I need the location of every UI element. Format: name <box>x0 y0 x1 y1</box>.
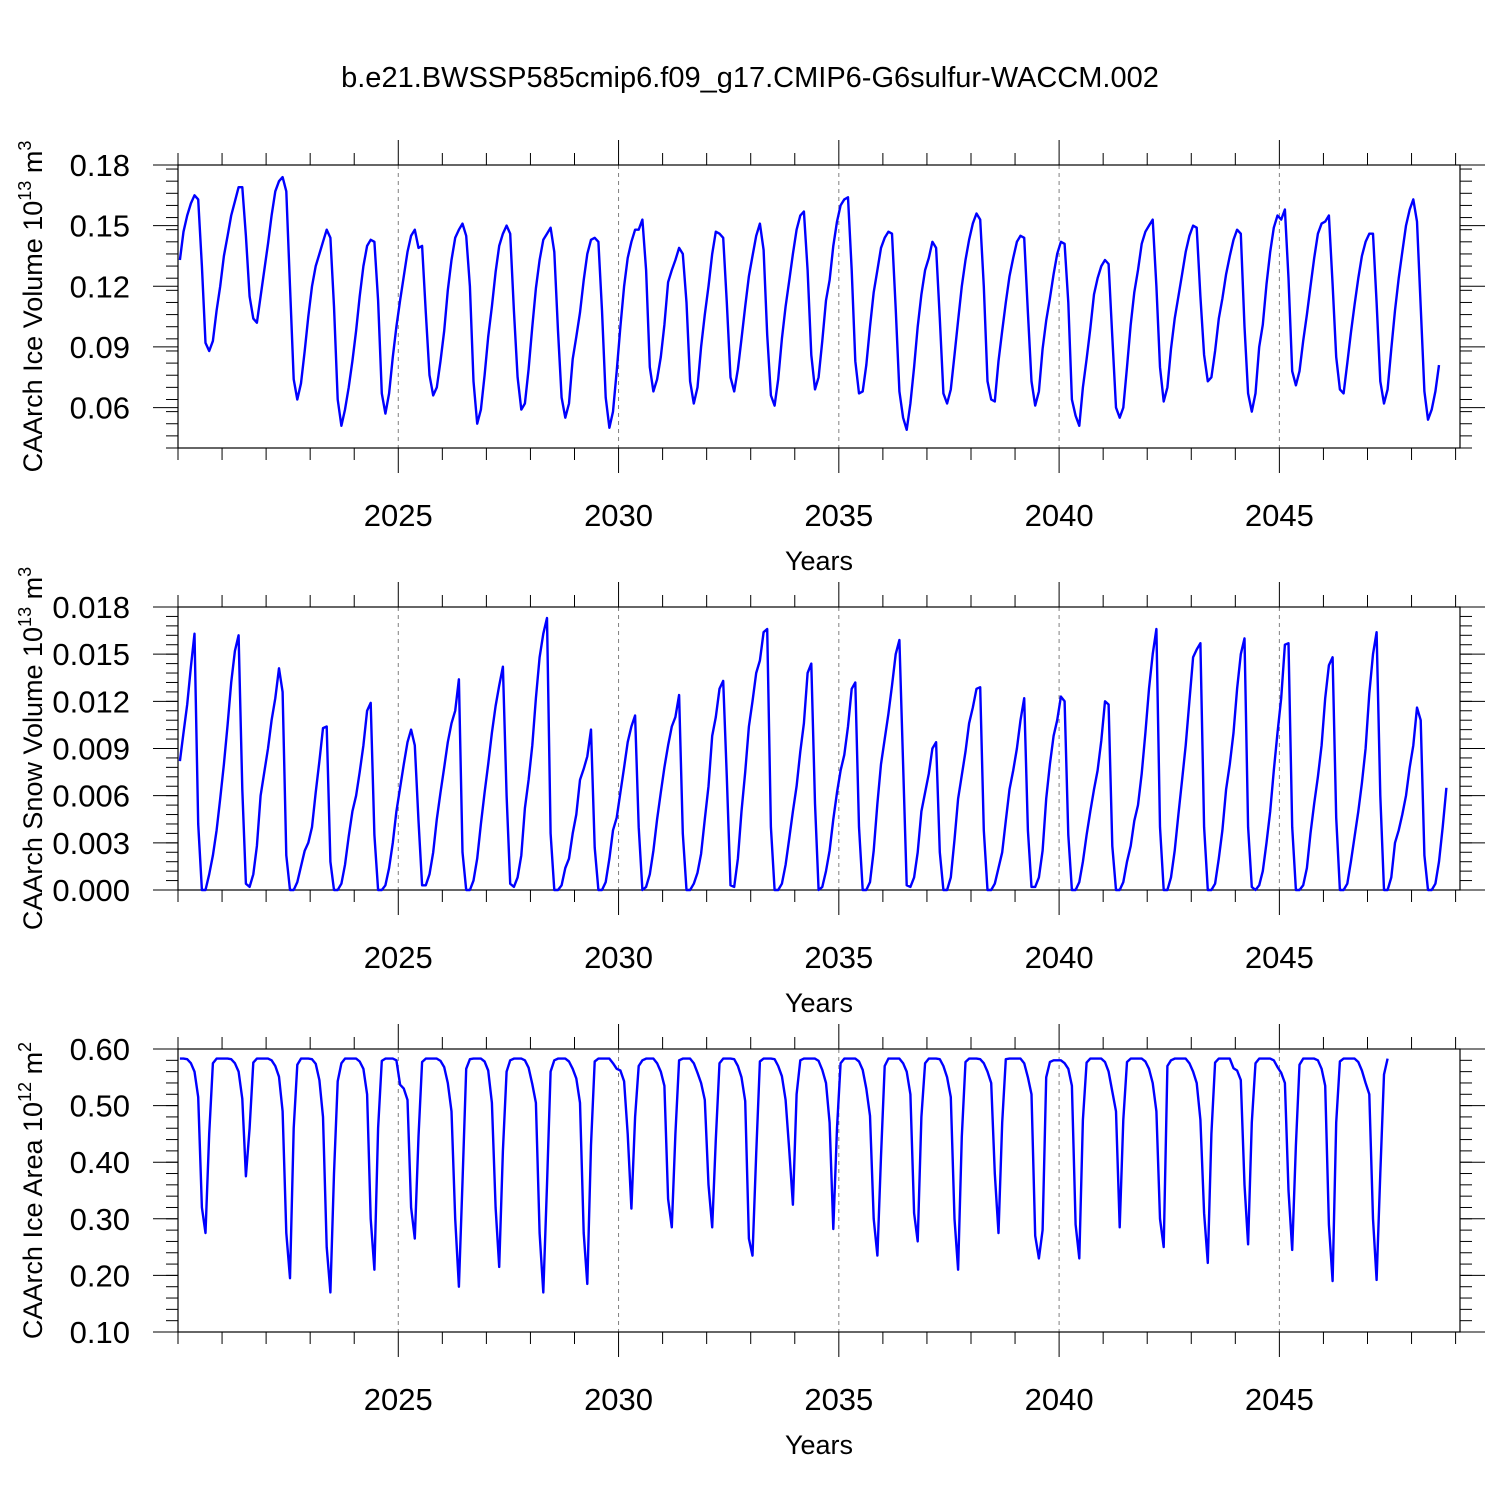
y-tick-label: 0.10 <box>70 1315 130 1350</box>
x-tick-label: 2030 <box>584 1382 653 1417</box>
y-tick-label: 0.20 <box>70 1258 130 1293</box>
x-axis-label: Years <box>785 546 853 576</box>
series-line <box>179 1057 1389 1294</box>
panel-snow-volume: 2025 2030 2035 2040 2045 0.000 0.003 0.006 0.009… <box>15 567 1485 1018</box>
y-axis-label: CAArch Ice Area 1012 m2 <box>15 1042 48 1339</box>
x-tick-label: 2035 <box>804 498 873 533</box>
plot-frame <box>177 164 1461 449</box>
series-line <box>178 616 1448 892</box>
x-tick-label: 2045 <box>1245 940 1314 975</box>
y-tick-label: 0.09 <box>70 330 130 365</box>
y-tick-label: 0.006 <box>52 779 130 814</box>
x-tick-label: 2030 <box>584 498 653 533</box>
y-tick-label: 0.015 <box>52 637 130 672</box>
y-tick-label: 0.12 <box>70 269 130 304</box>
x-tick-label: 2040 <box>1025 498 1094 533</box>
x-tick-label: 2045 <box>1245 1382 1314 1417</box>
y-tick-label: 0.018 <box>52 590 130 625</box>
y-tick-label: 0.30 <box>70 1202 130 1237</box>
x-tick-label: 2025 <box>364 498 433 533</box>
figure-title: b.e21.BWSSP585cmip6.f09_g17.CMIP6-G6sulf… <box>341 62 1159 94</box>
panel-ice-volume: 2025 2030 2035 2040 2045 0.06 0.09 0.12 0.15 0.18… <box>15 140 1485 576</box>
y-tick-label: 0.60 <box>70 1032 130 1067</box>
y-tick-label: 0.003 <box>52 826 130 861</box>
y-tick-label: 0.009 <box>52 732 130 767</box>
x-tick-label: 2025 <box>364 1382 433 1417</box>
x-tick-label: 2025 <box>364 940 433 975</box>
y-tick-label: 0.15 <box>70 209 130 244</box>
x-tick-label: 2040 <box>1025 940 1094 975</box>
x-tick-label: 2045 <box>1245 498 1314 533</box>
panel-ice-area: 2025 2030 2035 2040 2045 0.10 0.20 0.30 0.40 0.50… <box>15 1024 1485 1460</box>
x-tick-label: 2035 <box>804 1382 873 1417</box>
plot-frame <box>177 1048 1461 1333</box>
y-axis-label: CAArch Snow Volume 1013 m3 <box>15 567 48 930</box>
y-tick-label: 0.18 <box>70 148 130 183</box>
x-tick-label: 2035 <box>804 940 873 975</box>
x-axis-label: Years <box>785 1430 853 1460</box>
y-axis-label: CAArch Ice Volume 1013 m3 <box>15 141 48 473</box>
x-axis-label: Years <box>785 988 853 1018</box>
plot-frame <box>177 606 1461 891</box>
y-tick-label: 0.06 <box>70 391 130 426</box>
series-line <box>178 175 1441 431</box>
y-tick-label: 0.50 <box>70 1089 130 1124</box>
x-tick-label: 2030 <box>584 940 653 975</box>
y-tick-label: 0.40 <box>70 1145 130 1180</box>
x-tick-label: 2040 <box>1025 1382 1094 1417</box>
y-tick-label: 0.000 <box>52 873 130 908</box>
y-tick-label: 0.012 <box>52 684 130 719</box>
